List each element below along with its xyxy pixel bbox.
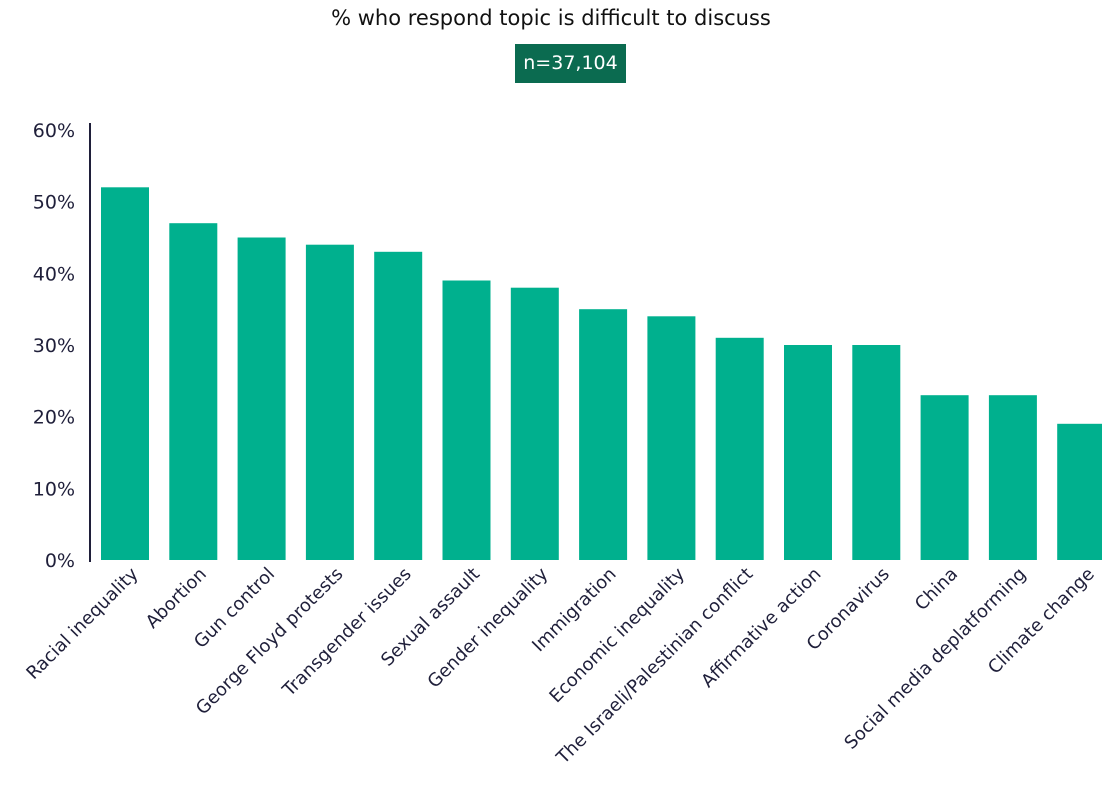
x-tick-label: Abortion (142, 564, 211, 633)
bar (237, 237, 286, 560)
y-tick-label: 10% (33, 478, 75, 500)
bar (442, 280, 491, 560)
bar (988, 395, 1037, 560)
x-tick-label: Affirmative action (697, 564, 825, 692)
x-tick-label: Transgender issues (278, 564, 416, 702)
bar (920, 395, 969, 560)
y-tick-label: 60% (33, 120, 75, 142)
y-tick-label: 30% (33, 335, 75, 357)
bar (579, 309, 628, 560)
bar (784, 345, 832, 560)
bar (647, 316, 696, 560)
y-tick-label: 20% (33, 407, 75, 429)
bar (305, 244, 354, 560)
x-tick-label: Economic inequality (545, 563, 689, 707)
bar (715, 337, 764, 560)
x-tick-label: Gender inequality (424, 563, 553, 692)
bar (169, 223, 218, 560)
sample-size-badge: n=37,104 (515, 44, 626, 83)
y-tick-label: 40% (33, 263, 75, 285)
y-tick-label: 0% (45, 550, 75, 572)
x-tick-label: China (911, 564, 962, 615)
chart-title: % who respond topic is difficult to disc… (331, 6, 771, 30)
bar (374, 251, 423, 561)
x-tick-label: Racial inequality (22, 563, 142, 683)
bar (1057, 423, 1102, 560)
y-tick-label: 50% (33, 192, 75, 214)
bar (510, 287, 559, 560)
bar (852, 345, 901, 560)
bar (101, 187, 149, 561)
